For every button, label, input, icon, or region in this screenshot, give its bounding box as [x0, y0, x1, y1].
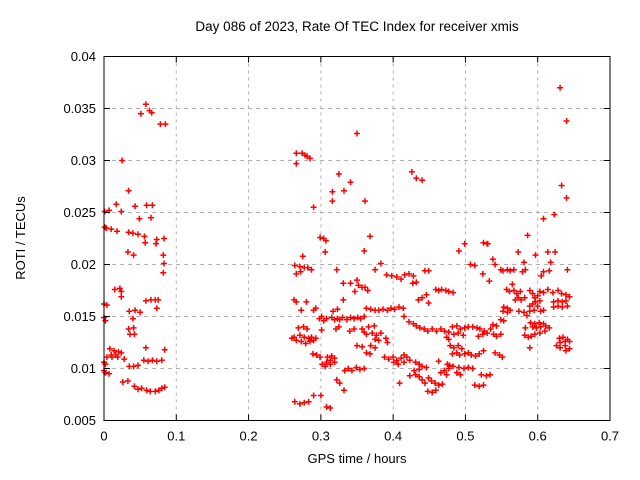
axes	[103, 56, 611, 421]
y-tick-label: 0.025	[63, 205, 96, 220]
plot-border	[103, 56, 611, 421]
y-tick-label: 0.005	[63, 413, 96, 428]
x-axis-label: GPS time / hours	[308, 451, 407, 466]
x-tick-label: 0.4	[384, 429, 402, 444]
x-tick-label: 0.5	[456, 429, 474, 444]
data-points	[101, 84, 573, 411]
x-tick-label: 0.3	[312, 429, 330, 444]
y-axis-label: ROTI / TECUs	[13, 196, 28, 280]
x-tick-label: 0.6	[529, 429, 547, 444]
x-tick-label: 0.1	[167, 429, 185, 444]
chart-title: Day 086 of 2023, Rate Of TEC Index for r…	[195, 19, 518, 34]
data-point-markers	[101, 84, 573, 411]
y-tick-label: 0.02	[71, 257, 96, 272]
y-tick-label: 0.015	[63, 309, 96, 324]
y-tick-label: 0.04	[71, 49, 96, 64]
tick-labels: 0 0.1 0.2 0.3 0.4 0.5 0.6 0.7 0.005 0.01 0.015 0.02…	[63, 49, 619, 444]
x-tick-label: 0	[100, 429, 107, 444]
y-tick-label: 0.035	[63, 101, 96, 116]
y-tick-label: 0.01	[71, 361, 96, 376]
x-tick-label: 0.7	[601, 429, 619, 444]
y-tick-label: 0.03	[71, 153, 96, 168]
x-tick-label: 0.2	[240, 429, 258, 444]
